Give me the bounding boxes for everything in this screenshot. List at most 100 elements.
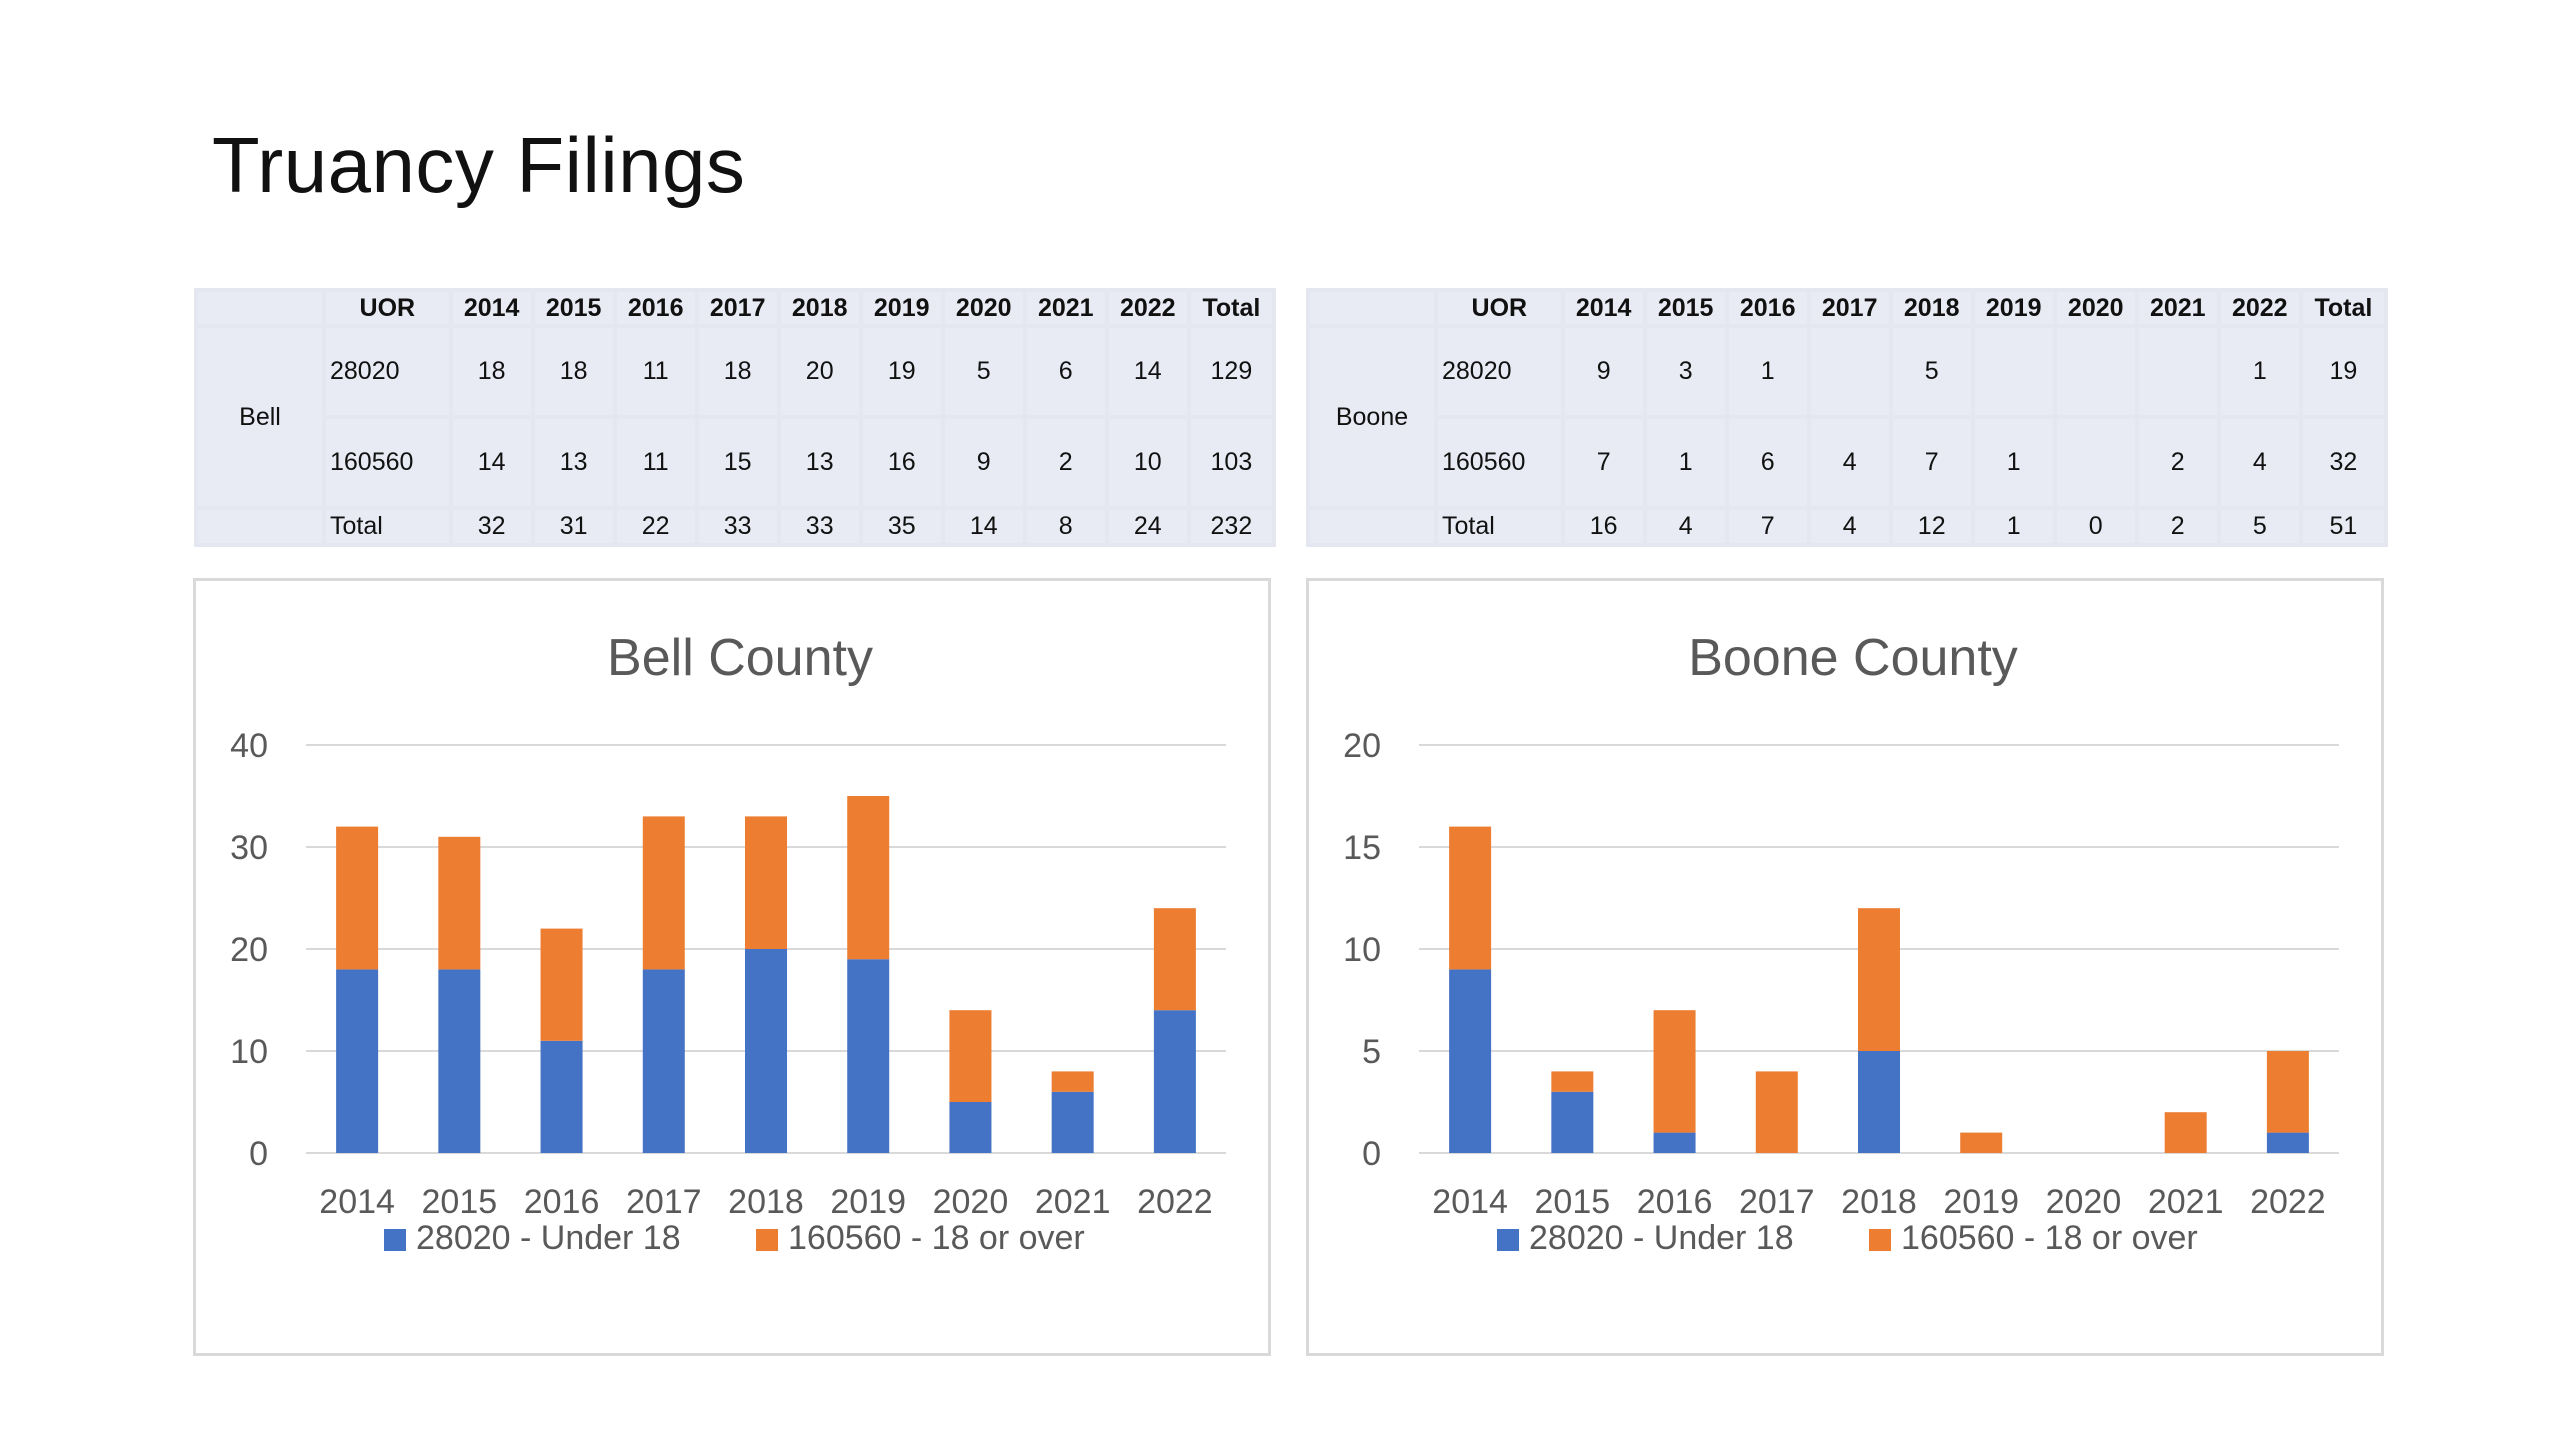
- bar-under-18: [1551, 1091, 1594, 1153]
- legend-label: 160560 - 18 or over: [1901, 1219, 2198, 1257]
- x-tick-label: 2017: [626, 1183, 702, 1221]
- bar-under-18: [1858, 1051, 1900, 1153]
- x-tick-label: 2022: [1137, 1183, 1213, 1221]
- table-cell: 103: [1190, 419, 1272, 506]
- x-tick-label: 2015: [1535, 1183, 1611, 1221]
- bell-data-table: UOR 2014 2015 2016 2017 2018 2019 2020 2021 2022 T…: [194, 288, 1276, 547]
- bar-under-18: [1051, 1091, 1094, 1153]
- bar-18-or-over: [1653, 1010, 1696, 1133]
- table-column-header: 2022: [2220, 292, 2299, 324]
- page-title: Truancy Filings: [212, 121, 746, 209]
- table-cell: 9: [944, 419, 1023, 506]
- x-tick-label: 2014: [1432, 1183, 1508, 1221]
- county-label: Boone: [1310, 328, 1434, 506]
- bar-18-or-over: [438, 836, 481, 970]
- table-column-header: 2021: [2138, 292, 2217, 324]
- x-tick-label: 2016: [1637, 1183, 1713, 1221]
- bar-under-18: [642, 969, 685, 1153]
- table-cell: 4: [1810, 510, 1889, 543]
- table-column-header: 2021: [1026, 292, 1105, 324]
- table-cell: 1: [1974, 510, 2053, 543]
- table-column-header: 2016: [616, 292, 695, 324]
- table-cell: 12: [1892, 510, 1971, 543]
- table-column-header: 2018: [1892, 292, 1971, 324]
- table-column-header: 2016: [1728, 292, 1807, 324]
- table-cell: 9: [1564, 328, 1643, 415]
- bar-18-or-over: [1051, 1071, 1094, 1092]
- table-cell: 6: [1026, 328, 1105, 415]
- table-header-row: UOR 2014 2015 2016 2017 2018 2019 2020 2021 2022 T…: [198, 292, 1272, 324]
- chart-title: Boone County: [1688, 629, 2018, 687]
- table-cell: 20: [780, 328, 859, 415]
- table-cell: 31: [534, 510, 613, 543]
- bar-18-or-over: [847, 796, 890, 960]
- table-row-label: Total: [326, 510, 449, 543]
- y-tick-label: 20: [1343, 727, 1381, 765]
- table-cell: 1: [2220, 328, 2299, 415]
- table-cell: 19: [2302, 328, 2384, 415]
- x-tick-label: 2014: [319, 1183, 395, 1221]
- table-cell: 2: [2138, 419, 2217, 506]
- legend-swatch-under-18: [1497, 1229, 1519, 1251]
- bar-18-or-over: [1153, 908, 1196, 1011]
- table-cell: 35: [862, 510, 941, 543]
- table-column-header: Total: [2302, 292, 2384, 324]
- legend-label: 28020 - Under 18: [416, 1219, 681, 1257]
- table-column-header: 2017: [1810, 292, 1889, 324]
- bar-18-or-over: [1449, 826, 1492, 970]
- x-tick-label: 2021: [1035, 1183, 1111, 1221]
- y-tick-label: 0: [1362, 1135, 1381, 1173]
- table-cell: 5: [2220, 510, 2299, 543]
- bar-18-or-over: [1960, 1132, 2003, 1153]
- table-cell: 13: [780, 419, 859, 506]
- legend-label: 160560 - 18 or over: [788, 1219, 1085, 1257]
- y-tick-label: 40: [230, 727, 268, 765]
- table-cell: 24: [1108, 510, 1187, 543]
- table-cell: 33: [780, 510, 859, 543]
- x-tick-label: 2016: [524, 1183, 600, 1221]
- table-column-header: UOR: [1438, 292, 1561, 324]
- bar-under-18: [438, 969, 481, 1153]
- table-cell: 2: [2138, 510, 2217, 543]
- table-cell: 32: [452, 510, 531, 543]
- table-column-header: 2014: [1564, 292, 1643, 324]
- table-cell: 22: [616, 510, 695, 543]
- y-tick-label: 10: [230, 1033, 268, 1071]
- table-cell: 10: [1108, 419, 1187, 506]
- bar-under-18: [540, 1040, 583, 1153]
- table-cell: [2056, 328, 2135, 415]
- county-label: Bell: [198, 328, 322, 506]
- bar-under-18: [336, 969, 379, 1153]
- table-cell: 16: [862, 419, 941, 506]
- chart-title: Bell County: [607, 629, 873, 687]
- table-cell: 11: [616, 328, 695, 415]
- table-cell: 14: [1108, 328, 1187, 415]
- table-cell: 1: [1646, 419, 1725, 506]
- table-row-label: 160560: [1438, 419, 1561, 506]
- table-column-header: 2015: [534, 292, 613, 324]
- table-blank-cell: [1310, 510, 1434, 543]
- table-column-header: 2019: [862, 292, 941, 324]
- legend-swatch-18-or-over: [1869, 1229, 1891, 1251]
- table-cell: 32: [2302, 419, 2384, 506]
- table-cell: 18: [534, 328, 613, 415]
- chart-svg: Bell County 0 10 20 30 40 2014 2015 2016 2017 2018…: [230, 629, 1226, 1257]
- table-cell: 0: [2056, 510, 2135, 543]
- bar-18-or-over: [2266, 1051, 2309, 1133]
- table-cell: 1: [1974, 419, 2053, 506]
- table-cell: 3: [1646, 328, 1725, 415]
- bar-18-or-over: [745, 816, 787, 949]
- table-column-header: 2022: [1108, 292, 1187, 324]
- bar-under-18: [949, 1102, 992, 1153]
- table-column-header: 2015: [1646, 292, 1725, 324]
- table-column-header: 2017: [698, 292, 777, 324]
- x-tick-label: 2018: [1841, 1183, 1917, 1221]
- table-cell: 7: [1728, 510, 1807, 543]
- table-row: Boone 28020 9 3 1 5 1 19: [1310, 328, 2384, 506]
- x-tick-label: 2021: [2148, 1183, 2224, 1221]
- bar-under-18: [2266, 1132, 2309, 1153]
- bar-under-18: [1653, 1132, 1696, 1153]
- bar-18-or-over: [949, 1010, 992, 1102]
- bar-under-18: [1153, 1010, 1196, 1153]
- table-cell: 19: [862, 328, 941, 415]
